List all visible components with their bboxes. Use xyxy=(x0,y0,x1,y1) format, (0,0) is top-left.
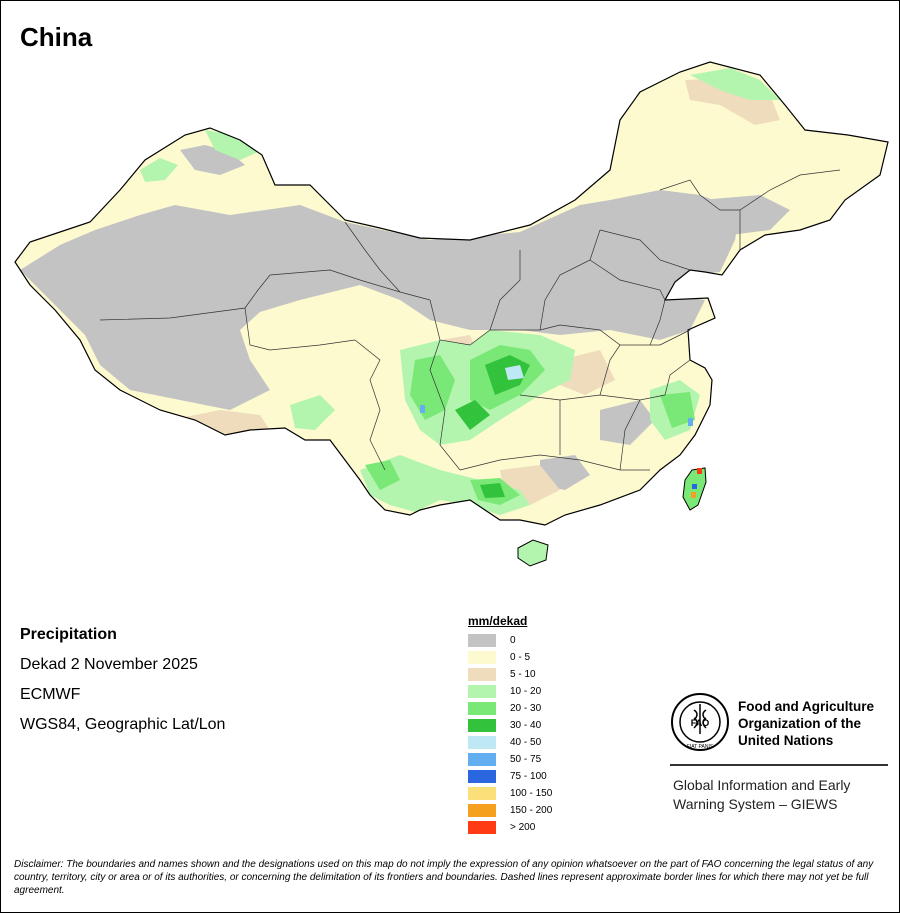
legend-label: 0 - 5 xyxy=(510,652,531,663)
org-name-line3: United Nations xyxy=(738,733,834,748)
legend-item: 75 - 100 xyxy=(468,768,552,785)
legend-swatch xyxy=(468,736,496,749)
disclaimer: Disclaimer: The boundaries and names sho… xyxy=(14,859,874,896)
map-title: China xyxy=(20,22,93,52)
org-name: Food and Agriculture Organization of the… xyxy=(738,698,874,749)
legend-swatch xyxy=(468,685,496,698)
hainan-island xyxy=(517,539,549,567)
legend-swatch xyxy=(468,634,496,647)
fao-logo-text: FAO xyxy=(691,718,710,728)
legend-swatch xyxy=(468,804,496,817)
legend-swatch xyxy=(468,770,496,783)
legend-item: 0 - 5 xyxy=(468,649,552,666)
legend-item: 20 - 30 xyxy=(468,700,552,717)
giews-name: Global Information and Early Warning Sys… xyxy=(673,776,850,814)
giews-line2: Warning System – GIEWS xyxy=(673,796,838,812)
org-name-line1: Food and Agriculture xyxy=(738,699,874,714)
legend-label: 50 - 75 xyxy=(510,754,542,765)
legend-swatch xyxy=(468,702,496,715)
precipitation-map xyxy=(14,61,889,567)
legend-item: 100 - 150 xyxy=(468,785,552,802)
legend-label: 5 - 10 xyxy=(510,669,536,680)
legend-swatch xyxy=(468,787,496,800)
legend-label: 10 - 20 xyxy=(510,686,542,697)
legend-item: 40 - 50 xyxy=(468,734,552,751)
legend: mm/dekad 0 0 - 5 5 - 10 10 - 20 20 - 30 … xyxy=(468,614,552,836)
legend-label: 20 - 30 xyxy=(510,703,542,714)
org-name-line2: Organization of the xyxy=(738,716,861,731)
legend-label: 100 - 150 xyxy=(510,788,553,799)
legend-item: > 200 xyxy=(468,819,552,836)
legend-item: 30 - 40 xyxy=(468,717,552,734)
legend-label: 0 xyxy=(510,635,516,646)
china-border xyxy=(14,61,889,526)
taiwan-island xyxy=(682,467,707,511)
legend-swatch xyxy=(468,651,496,664)
legend-label: 30 - 40 xyxy=(510,720,542,731)
legend-item: 50 - 75 xyxy=(468,751,552,768)
legend-swatch xyxy=(468,668,496,681)
source-label: ECMWF xyxy=(20,686,81,703)
legend-label: 150 - 200 xyxy=(510,805,553,816)
legend-label: > 200 xyxy=(510,822,536,833)
legend-item: 0 xyxy=(468,632,552,649)
map-info: Precipitation Dekad 2 November 2025 ECMW… xyxy=(20,620,225,740)
province-boundaries xyxy=(99,169,841,471)
legend-item: 5 - 10 xyxy=(468,666,552,683)
legend-label: 75 - 100 xyxy=(510,771,547,782)
fao-logo-motto: FIAT PANIS xyxy=(687,744,714,750)
legend-rows: 0 0 - 5 5 - 10 10 - 20 20 - 30 30 - 40 4… xyxy=(468,632,552,836)
period-label: Dekad 2 November 2025 xyxy=(20,656,198,673)
legend-item: 150 - 200 xyxy=(468,802,552,819)
divider xyxy=(670,764,888,766)
legend-label: 40 - 50 xyxy=(510,737,542,748)
precipitation-layer xyxy=(15,62,888,525)
fao-logo-icon: FAO FIAT PANIS xyxy=(671,693,729,751)
giews-line1: Global Information and Early xyxy=(673,777,851,793)
legend-swatch xyxy=(468,753,496,766)
legend-item: 10 - 20 xyxy=(468,683,552,700)
projection-label: WGS84, Geographic Lat/Lon xyxy=(20,716,226,733)
legend-title: mm/dekad xyxy=(468,614,528,628)
variable-label: Precipitation xyxy=(20,626,117,643)
legend-swatch xyxy=(468,821,496,834)
legend-swatch xyxy=(468,719,496,732)
